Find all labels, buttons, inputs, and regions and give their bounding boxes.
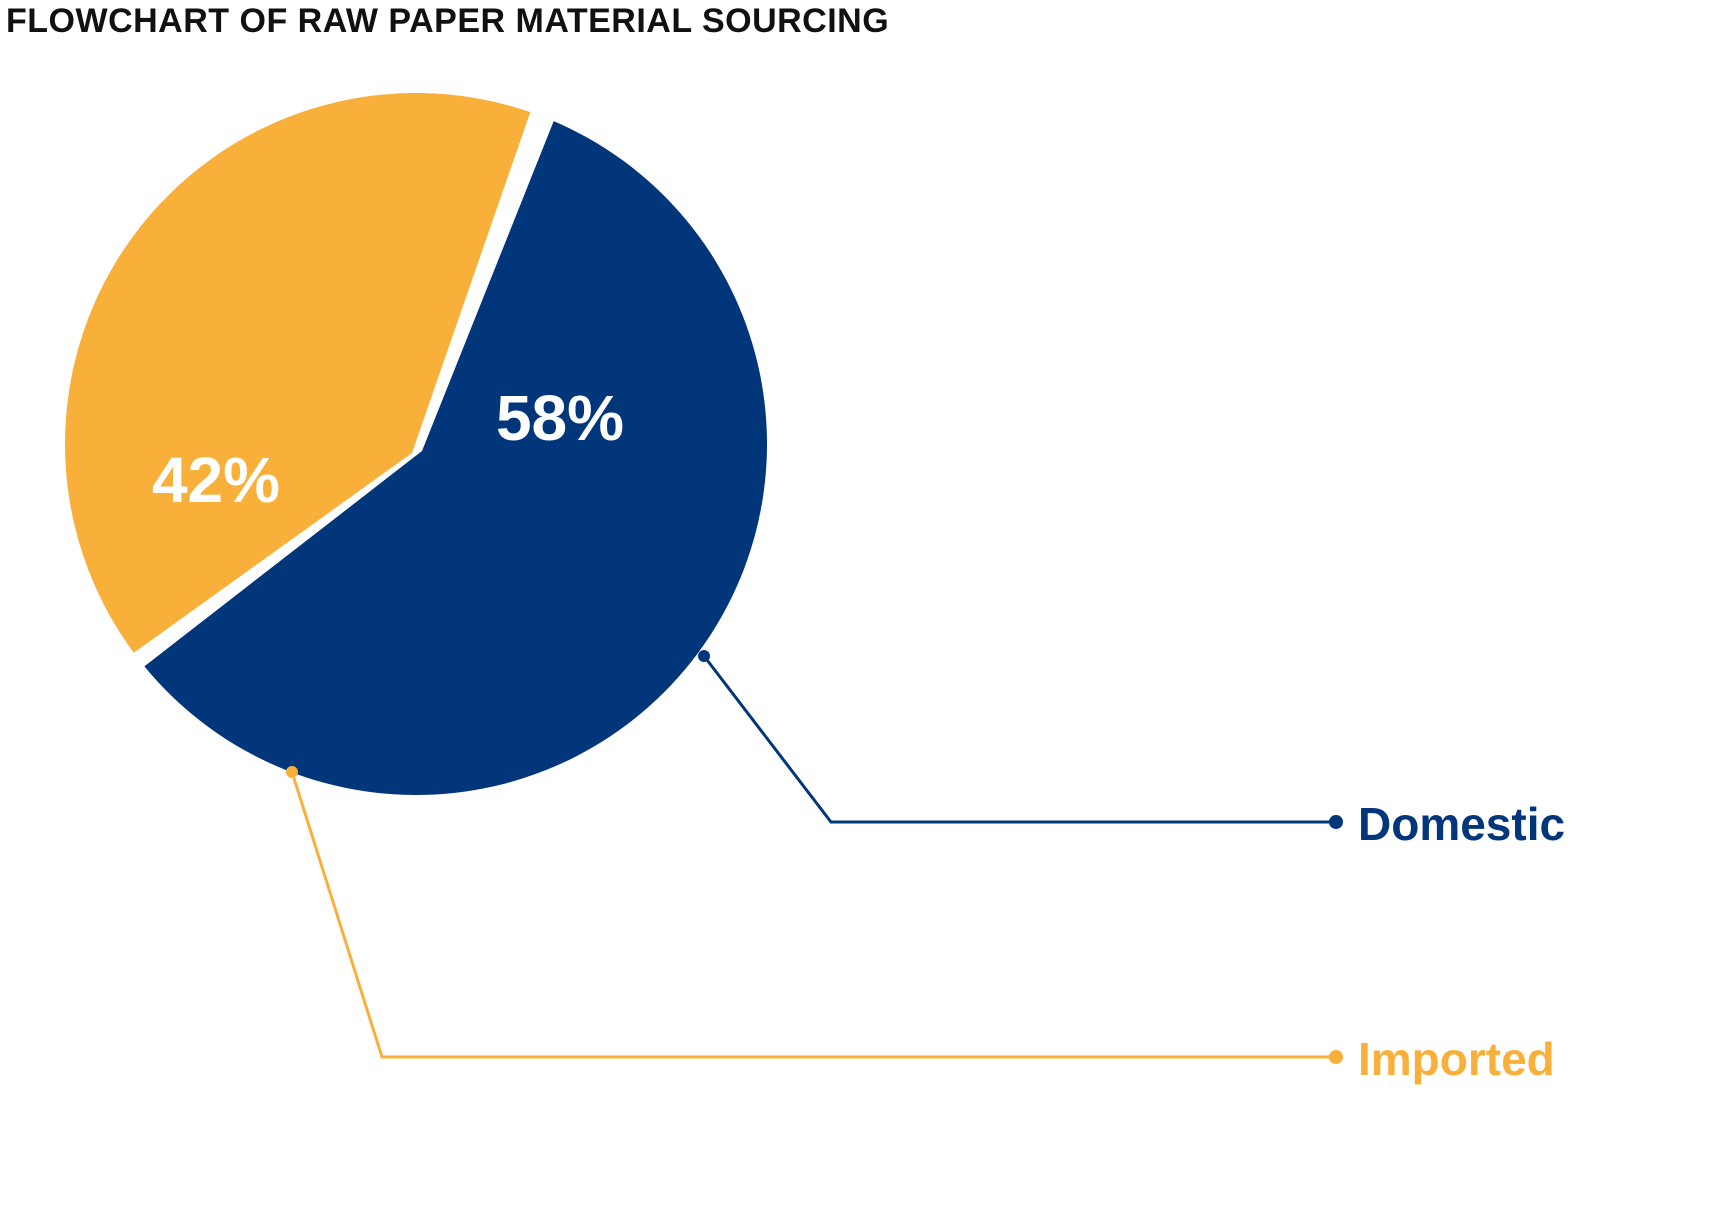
value-label-domestic: 58%	[496, 382, 624, 454]
chart-title: FLOWCHART OF RAW PAPER MATERIAL SOURCING	[6, 2, 890, 40]
legend: Domestic Imported	[1358, 798, 1565, 1085]
leader-dot-domestic-start	[698, 650, 710, 662]
pie-slices	[65, 93, 767, 796]
leader-lines	[286, 650, 1343, 1064]
value-label-imported: 42%	[152, 444, 280, 516]
value-labels: 58% 42%	[152, 382, 624, 516]
legend-label-imported: Imported	[1358, 1033, 1555, 1085]
pie-slice-domestic	[144, 121, 767, 796]
pie-slice-imported	[65, 93, 531, 653]
leader-dot-domestic-end	[1329, 815, 1343, 829]
leader-line-imported	[290, 771, 1336, 1059]
leader-dot-imported-end	[1329, 1050, 1343, 1064]
leader-line-domestic	[702, 655, 1336, 824]
legend-label-domestic: Domestic	[1358, 798, 1565, 850]
leader-dot-imported-start	[286, 766, 298, 778]
